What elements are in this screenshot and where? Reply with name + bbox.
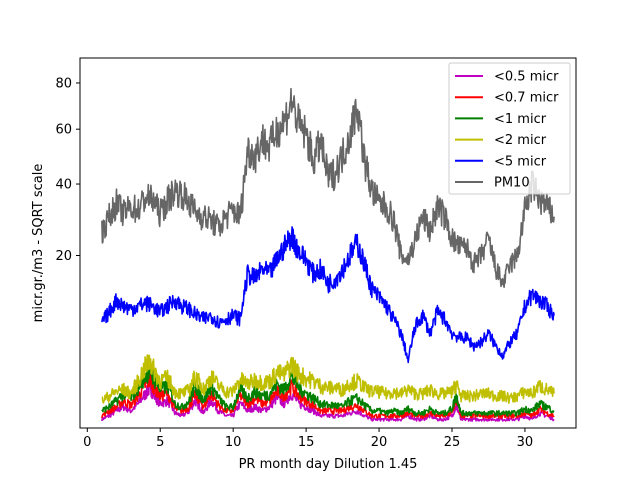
x-tick-label: 15 [298, 435, 315, 450]
y-tick-label: 60 [55, 123, 72, 138]
legend-label: PM10 [494, 176, 530, 191]
y-tick-label: 20 [55, 249, 72, 264]
x-tick-label: 10 [225, 435, 242, 450]
series-line [101, 226, 555, 364]
y-tick-label: 40 [55, 178, 72, 193]
legend: <0.5 micr <0.7 micr <1 micr <2 micr <5 micr P… [448, 62, 571, 195]
x-tick-label: 5 [156, 435, 164, 450]
y-axis: 20 40 60 80 [55, 76, 80, 264]
legend-label: <0.7 micr [494, 91, 559, 106]
x-axis: 0 5 10 15 20 25 30 [83, 428, 533, 450]
legend-label: <0.5 micr [494, 70, 559, 85]
legend-label: <5 micr [494, 154, 547, 169]
series-line [101, 87, 555, 288]
legend-label: <2 micr [494, 133, 547, 148]
series-layer [101, 87, 555, 422]
series-line [101, 354, 555, 404]
x-tick-label: 20 [371, 435, 388, 450]
x-tick-label: 25 [444, 435, 461, 450]
x-tick-label: 0 [83, 435, 91, 450]
x-axis-label: PR month day Dilution 1.45 [239, 457, 418, 472]
series-line [101, 360, 555, 417]
plot-frame [79, 57, 577, 429]
legend-label: <1 micr [494, 112, 547, 127]
y-tick-label: 80 [55, 76, 72, 91]
x-tick-label: 30 [517, 435, 534, 450]
y-axis-label: micr.gr./m3 - SQRT scale [31, 164, 46, 323]
